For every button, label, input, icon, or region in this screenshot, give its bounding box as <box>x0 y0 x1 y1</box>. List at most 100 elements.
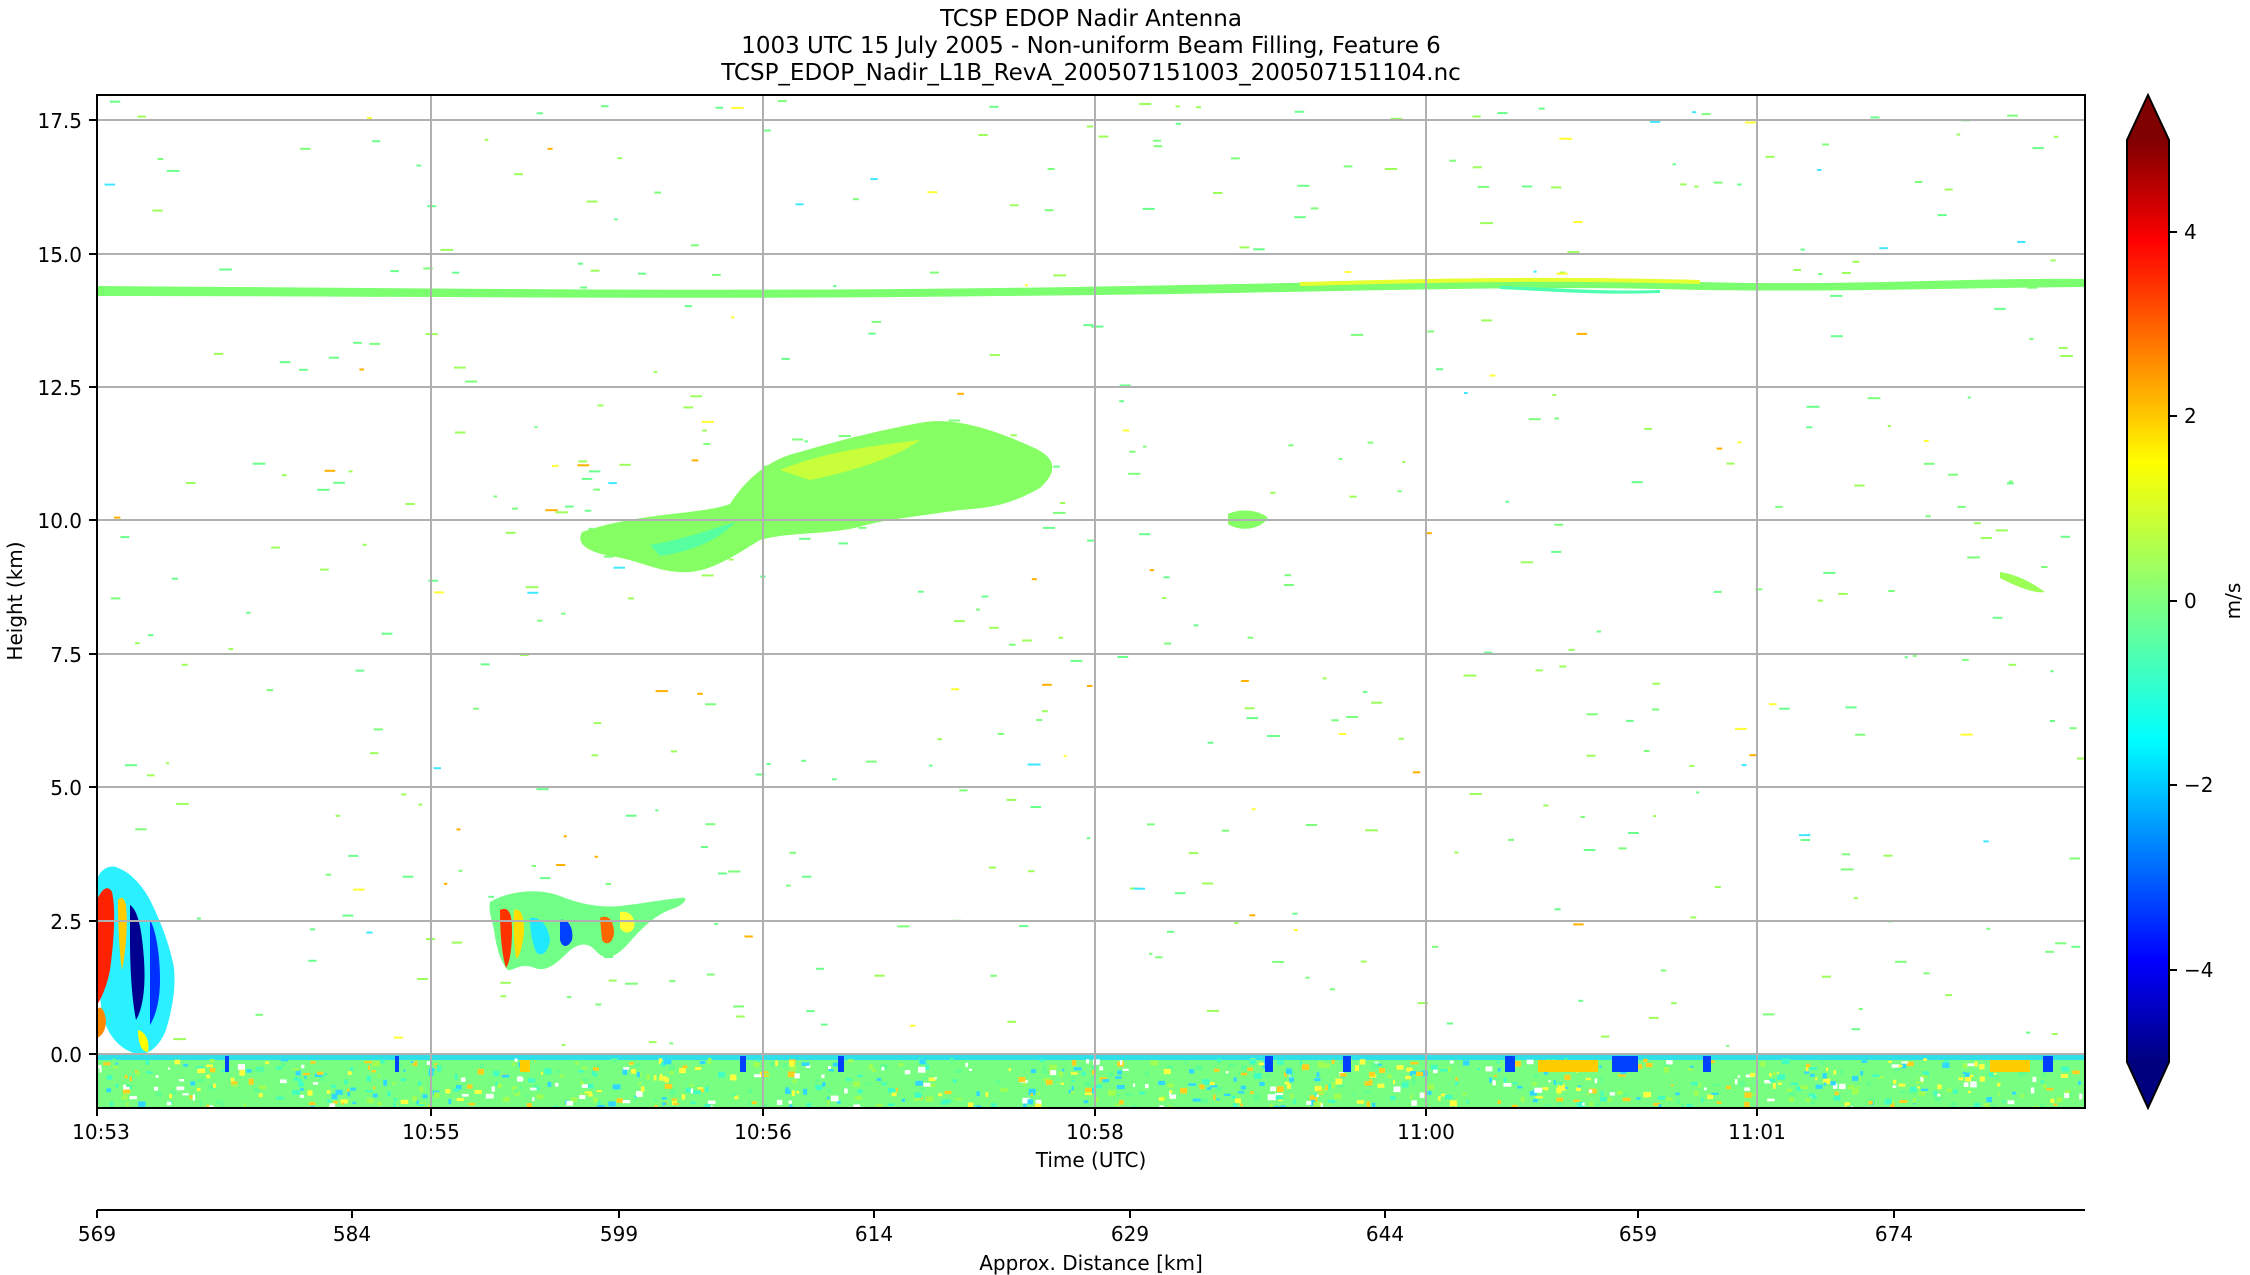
surface-speckle <box>1393 1079 1395 1085</box>
noise-echo <box>1480 222 1493 225</box>
surface-speckle <box>629 1062 634 1065</box>
surface-speckle <box>1968 1074 1974 1077</box>
surface-speckle <box>1557 1101 1562 1106</box>
noise-echo <box>2041 566 2048 568</box>
noise-echo <box>1568 648 1575 651</box>
surface-speckle <box>1406 1067 1413 1072</box>
noise-echo <box>804 440 808 443</box>
surface-speckle <box>1839 1083 1846 1090</box>
noise-echo <box>1164 642 1172 645</box>
surface-speckle <box>121 1094 128 1100</box>
surface-speckle <box>1594 1078 1598 1084</box>
surface-speckle <box>1354 1065 1359 1072</box>
noise-echo <box>1888 590 1895 592</box>
noise-echo <box>1477 185 1490 188</box>
surface-speckle <box>1809 1067 1818 1070</box>
surface-speckle <box>578 1070 584 1073</box>
surface-speckle <box>844 1088 848 1094</box>
surface-speckle <box>612 1059 617 1063</box>
surface-speckle <box>1910 1087 1917 1092</box>
noise-echo <box>452 271 460 274</box>
noise-echo <box>401 793 407 796</box>
surface-speckle <box>317 1071 324 1075</box>
surface-speckle <box>1335 1078 1343 1085</box>
surface-speckle <box>1000 1088 1008 1092</box>
noise-echo <box>1713 590 1722 593</box>
noise-echo <box>171 577 178 580</box>
surface-speckle <box>789 1060 795 1067</box>
colorbar-tick-label: 2 <box>2184 404 2197 428</box>
surface-speckle <box>1918 1091 1926 1096</box>
noise-echo <box>1464 392 1468 394</box>
surface-speckle <box>379 1059 385 1064</box>
surface-speckle <box>1600 1096 1607 1102</box>
velocity-field <box>97 100 2085 1108</box>
surface-speckle <box>2032 1076 2037 1082</box>
surface-speckle <box>1356 1100 1364 1104</box>
surface-speckle <box>1430 1064 1438 1070</box>
surface-speckle <box>329 1103 336 1108</box>
x-axis: 10:53 10:55 10:56 10:58 11:00 11:01 Time… <box>72 1108 1786 1172</box>
surface-speckle <box>623 1067 630 1070</box>
surface-speckle <box>1946 1088 1953 1092</box>
colorbar-extend-top <box>2127 95 2169 140</box>
surface-speckle <box>129 1096 137 1100</box>
surface-speckle <box>1585 1077 1591 1081</box>
surface-speckle <box>1280 1105 1286 1108</box>
x2-tick-label: 644 <box>1366 1222 1404 1246</box>
surface-speckle <box>1119 1060 1123 1065</box>
noise-echo <box>917 590 924 593</box>
surface-speckle <box>1564 1074 1571 1080</box>
surface-speckle <box>367 1098 374 1104</box>
surface-speckle <box>1293 1099 1296 1105</box>
surface-speckle <box>1923 1058 1927 1061</box>
surface-speckle <box>670 1088 676 1095</box>
noise-echo <box>2007 482 2014 485</box>
surface-speckle <box>1942 1062 1950 1069</box>
noise-echo <box>1649 120 1661 123</box>
surface-speckle <box>530 1087 537 1091</box>
surface-speckle <box>1209 1081 1215 1086</box>
surface-speckle <box>2072 1070 2080 1075</box>
noise-echo <box>1310 207 1319 210</box>
convective-cell-1-echo <box>97 866 175 1055</box>
surface-speckle <box>1031 1069 1036 1074</box>
noise-echo <box>373 728 383 731</box>
surface-speckle <box>670 1092 675 1095</box>
surface-speckle <box>1489 1077 1492 1083</box>
surface-speckle <box>501 1074 510 1078</box>
surface-speckle <box>592 1067 599 1071</box>
noise-echo <box>684 305 693 308</box>
surface-speckle <box>1139 1091 1145 1095</box>
noise-echo <box>1505 500 1509 503</box>
noise-echo <box>465 380 478 383</box>
colorbar-tick-label: −4 <box>2184 958 2213 982</box>
surface-speckle <box>1259 1081 1265 1086</box>
noise-echo <box>712 273 721 276</box>
surface-speckle <box>1846 1105 1852 1108</box>
surface-speckle <box>419 1086 424 1092</box>
surface-speckle <box>1455 1079 1458 1086</box>
noise-echo <box>755 773 765 776</box>
noise-echo <box>2060 355 2073 357</box>
noise-echo <box>1087 685 1093 687</box>
noise-echo <box>858 526 867 529</box>
noise-echo <box>1567 251 1580 254</box>
surface-speckle <box>1410 1061 1419 1065</box>
surface-speckle <box>571 1097 577 1102</box>
surface-speckle <box>2041 1072 2046 1077</box>
surface-speckle <box>1901 1064 1907 1069</box>
noise-echo <box>1879 247 1888 250</box>
noise-echo <box>1806 426 1813 429</box>
surface-speckle <box>1213 1094 1216 1101</box>
surface-speckle <box>566 1100 573 1106</box>
surface-speckle <box>547 1081 552 1087</box>
surface-speckle <box>1444 1094 1453 1099</box>
surface-speckle <box>555 1082 559 1087</box>
surface-speckle <box>792 1079 797 1084</box>
surface-speckle <box>673 1102 679 1106</box>
surface-speckle <box>753 1062 760 1068</box>
noise-echo <box>1793 269 1802 271</box>
surface-speckle <box>1310 1099 1316 1106</box>
